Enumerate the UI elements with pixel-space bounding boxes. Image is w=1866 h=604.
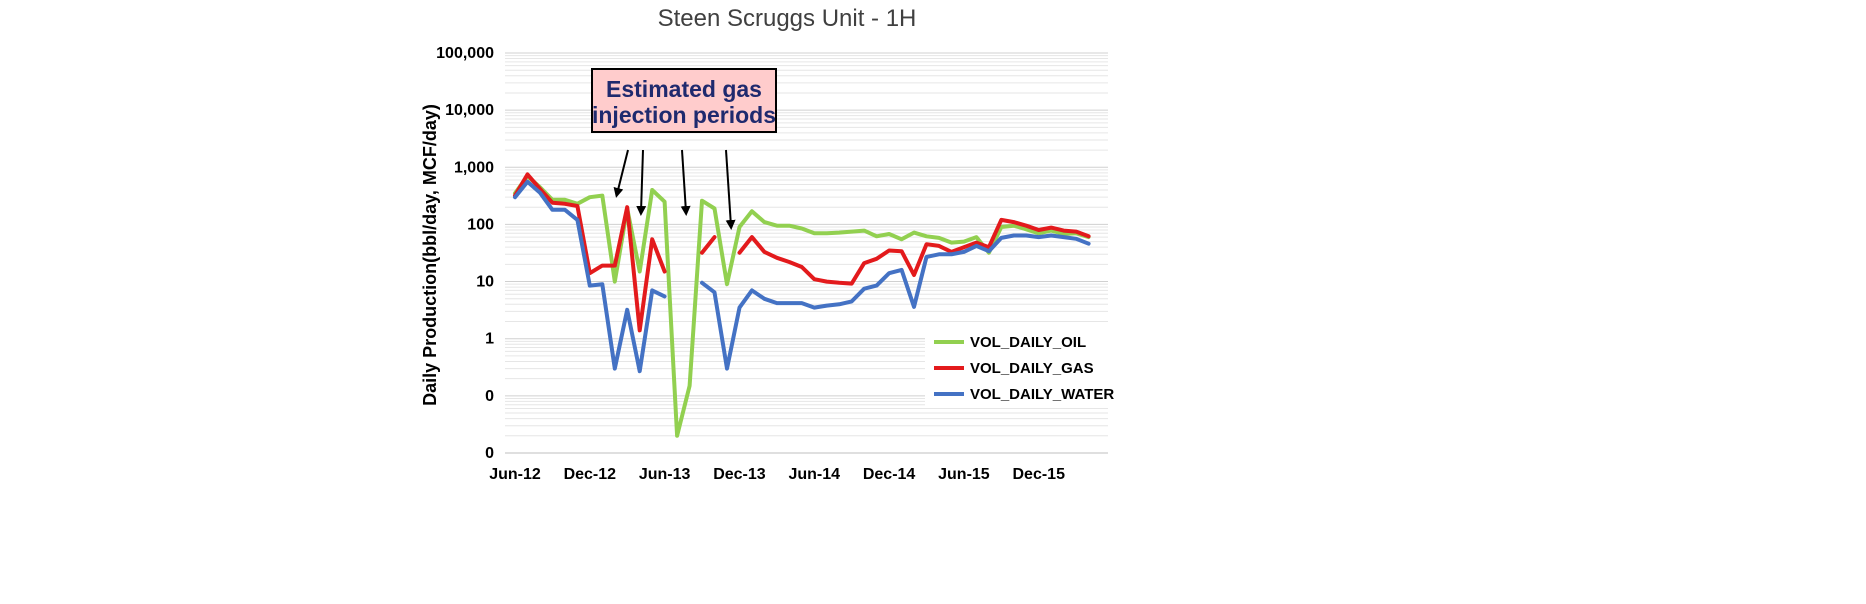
x-tick-label: Dec-13: [713, 466, 766, 483]
series-line-vol-daily-water: [513, 179, 1091, 374]
legend: VOL_DAILY_OIL VOL_DAILY_GAS VOL_DAILY_WATE…: [925, 326, 1114, 406]
annotation: Estimated gas injection periods: [591, 68, 777, 230]
annotation-arrow-2: [636, 149, 647, 216]
legend-label: VOL_DAILY_OIL: [970, 334, 1086, 351]
y-axis-ticks: 0 0 1 10 100 1,000 10,000 100,000: [436, 45, 494, 462]
annotation-line-1: Estimated gas: [606, 76, 762, 102]
series-lines: [513, 172, 1091, 438]
y-axis-label: Daily Production(bbl/day, MCF/day): [420, 104, 440, 406]
y-tick-label: 100: [467, 216, 494, 233]
x-tick-label: Jun-15: [938, 466, 990, 483]
chart-title: Steen Scruggs Unit - 1H: [658, 5, 917, 32]
annotation-arrow-1: [613, 149, 629, 198]
y-tick-label: 10,000: [445, 102, 494, 119]
annotation-arrow-3: [680, 149, 691, 216]
y-tick-label: 1: [485, 331, 494, 348]
x-tick-label: Jun-12: [489, 466, 541, 483]
y-tick-label: 100,000: [436, 45, 494, 62]
x-axis-ticks: Jun-12 Dec-12 Jun-13 Dec-13 Jun-14 Dec-14 Jun-…: [489, 466, 1065, 483]
legend-label: VOL_DAILY_GAS: [970, 360, 1094, 377]
annotation-box: [591, 68, 777, 133]
series-line-vol-daily-gas: [513, 172, 1091, 333]
y-tick-label: 1,000: [454, 159, 494, 176]
y-tick-label: 0: [485, 388, 494, 405]
x-tick-label: Dec-15: [1012, 466, 1065, 483]
x-tick-label: Jun-13: [639, 466, 691, 483]
x-tick-label: Jun-14: [788, 466, 840, 483]
legend-label: VOL_DAILY_WATER: [970, 386, 1114, 403]
x-tick-label: Dec-14: [863, 466, 916, 483]
y-tick-label: 0: [485, 445, 494, 462]
y-tick-label: 10: [476, 274, 494, 291]
annotation-line-2: injection periods: [592, 102, 776, 128]
annotation-arrow-4: [725, 149, 736, 230]
x-tick-label: Dec-12: [564, 466, 617, 483]
